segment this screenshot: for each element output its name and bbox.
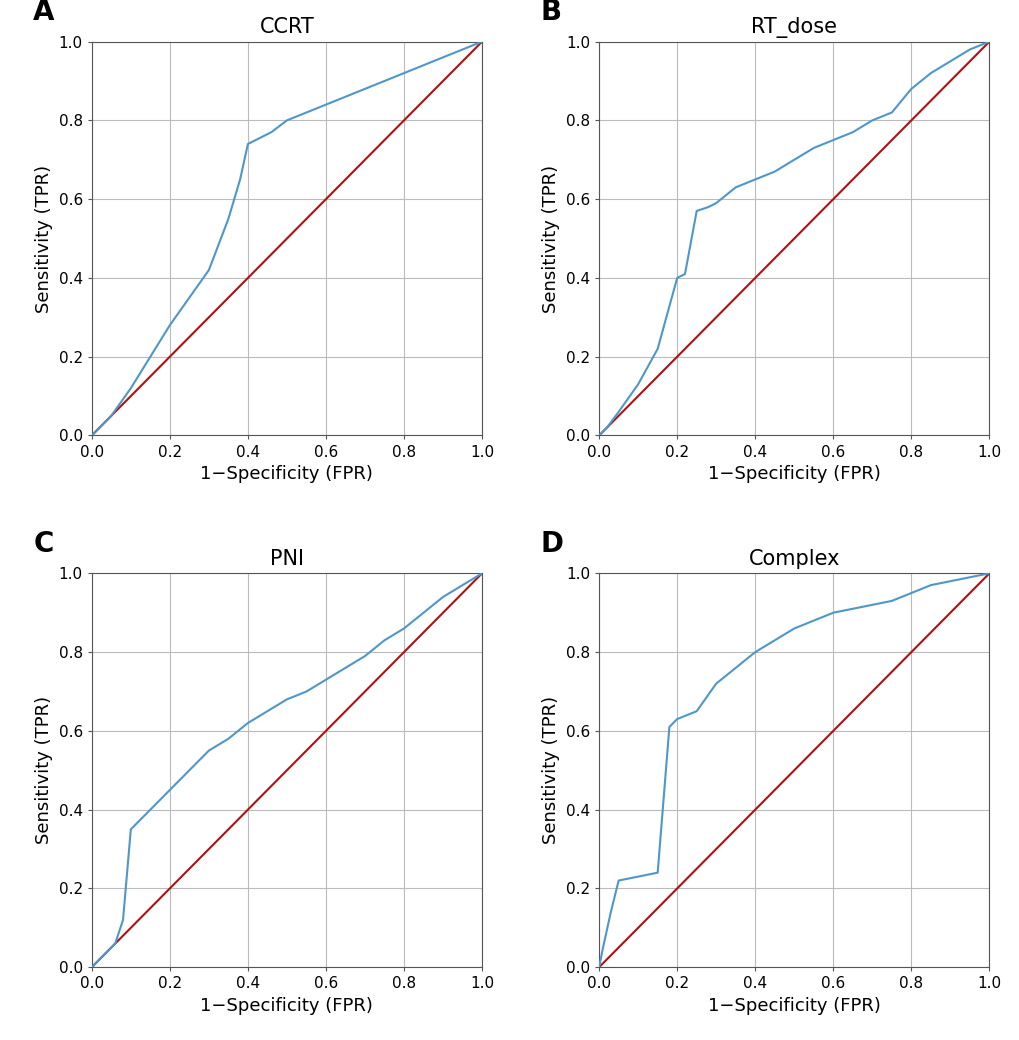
Y-axis label: Sensitivity (TPR): Sensitivity (TPR) bbox=[35, 696, 53, 844]
Title: PNI: PNI bbox=[270, 549, 304, 569]
Y-axis label: Sensitivity (TPR): Sensitivity (TPR) bbox=[542, 164, 559, 313]
Text: B: B bbox=[540, 0, 561, 26]
X-axis label: 1−Specificity (FPR): 1−Specificity (FPR) bbox=[201, 996, 373, 1015]
Text: C: C bbox=[34, 529, 54, 557]
Title: CCRT: CCRT bbox=[259, 18, 314, 37]
Title: Complex: Complex bbox=[748, 549, 840, 569]
X-axis label: 1−Specificity (FPR): 1−Specificity (FPR) bbox=[707, 465, 879, 483]
Title: RT_dose: RT_dose bbox=[751, 18, 837, 38]
Y-axis label: Sensitivity (TPR): Sensitivity (TPR) bbox=[542, 696, 559, 844]
Y-axis label: Sensitivity (TPR): Sensitivity (TPR) bbox=[35, 164, 53, 313]
Text: A: A bbox=[34, 0, 55, 26]
X-axis label: 1−Specificity (FPR): 1−Specificity (FPR) bbox=[201, 465, 373, 483]
X-axis label: 1−Specificity (FPR): 1−Specificity (FPR) bbox=[707, 996, 879, 1015]
Text: D: D bbox=[540, 529, 564, 557]
